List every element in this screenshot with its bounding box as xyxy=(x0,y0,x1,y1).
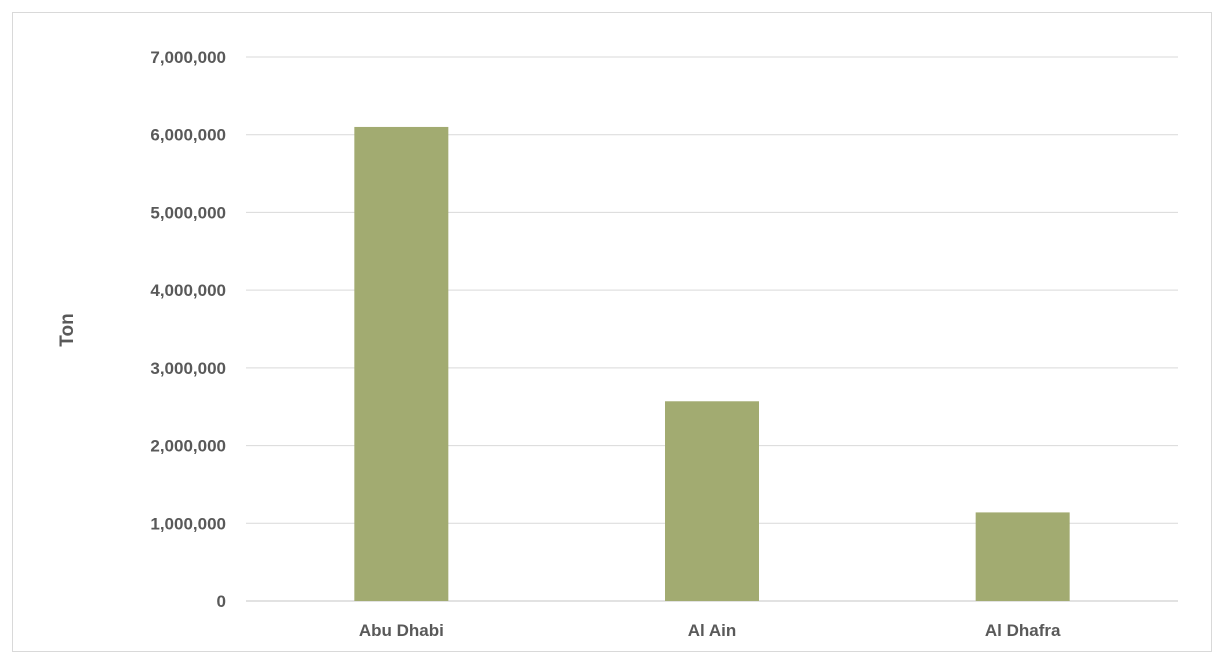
x-tick-label: Al Ain xyxy=(688,621,736,638)
y-tick-label: 6,000,000 xyxy=(150,126,226,145)
bar-al-dhafra xyxy=(975,512,1070,601)
y-axis-title: Ton xyxy=(57,313,78,346)
y-tick-label: 7,000,000 xyxy=(150,48,226,67)
x-tick-label: Abu Dhabi xyxy=(359,621,444,638)
bar-abu-dhabi xyxy=(354,126,449,601)
bars xyxy=(354,126,1070,601)
x-tick-label: Al Dhafra xyxy=(985,621,1061,638)
bar-chart: 0 1,000,000 2,000,000 3,000,000 4,000,000 5,0… xyxy=(57,48,1178,638)
bar-al-ain xyxy=(665,401,759,601)
y-axis-tick-labels: 0 1,000,000 2,000,000 3,000,000 4,000,000 5,0… xyxy=(150,48,226,611)
y-tick-label: 3,000,000 xyxy=(150,359,226,378)
y-tick-label: 0 xyxy=(217,592,226,611)
y-tick-label: 2,000,000 xyxy=(150,437,226,456)
y-tick-label: 5,000,000 xyxy=(150,203,226,222)
x-axis-tick-labels: Abu Dhabi Al Ain Al Dhafra xyxy=(359,621,1061,638)
y-tick-label: 1,000,000 xyxy=(150,514,226,533)
y-tick-label: 4,000,000 xyxy=(150,281,226,300)
